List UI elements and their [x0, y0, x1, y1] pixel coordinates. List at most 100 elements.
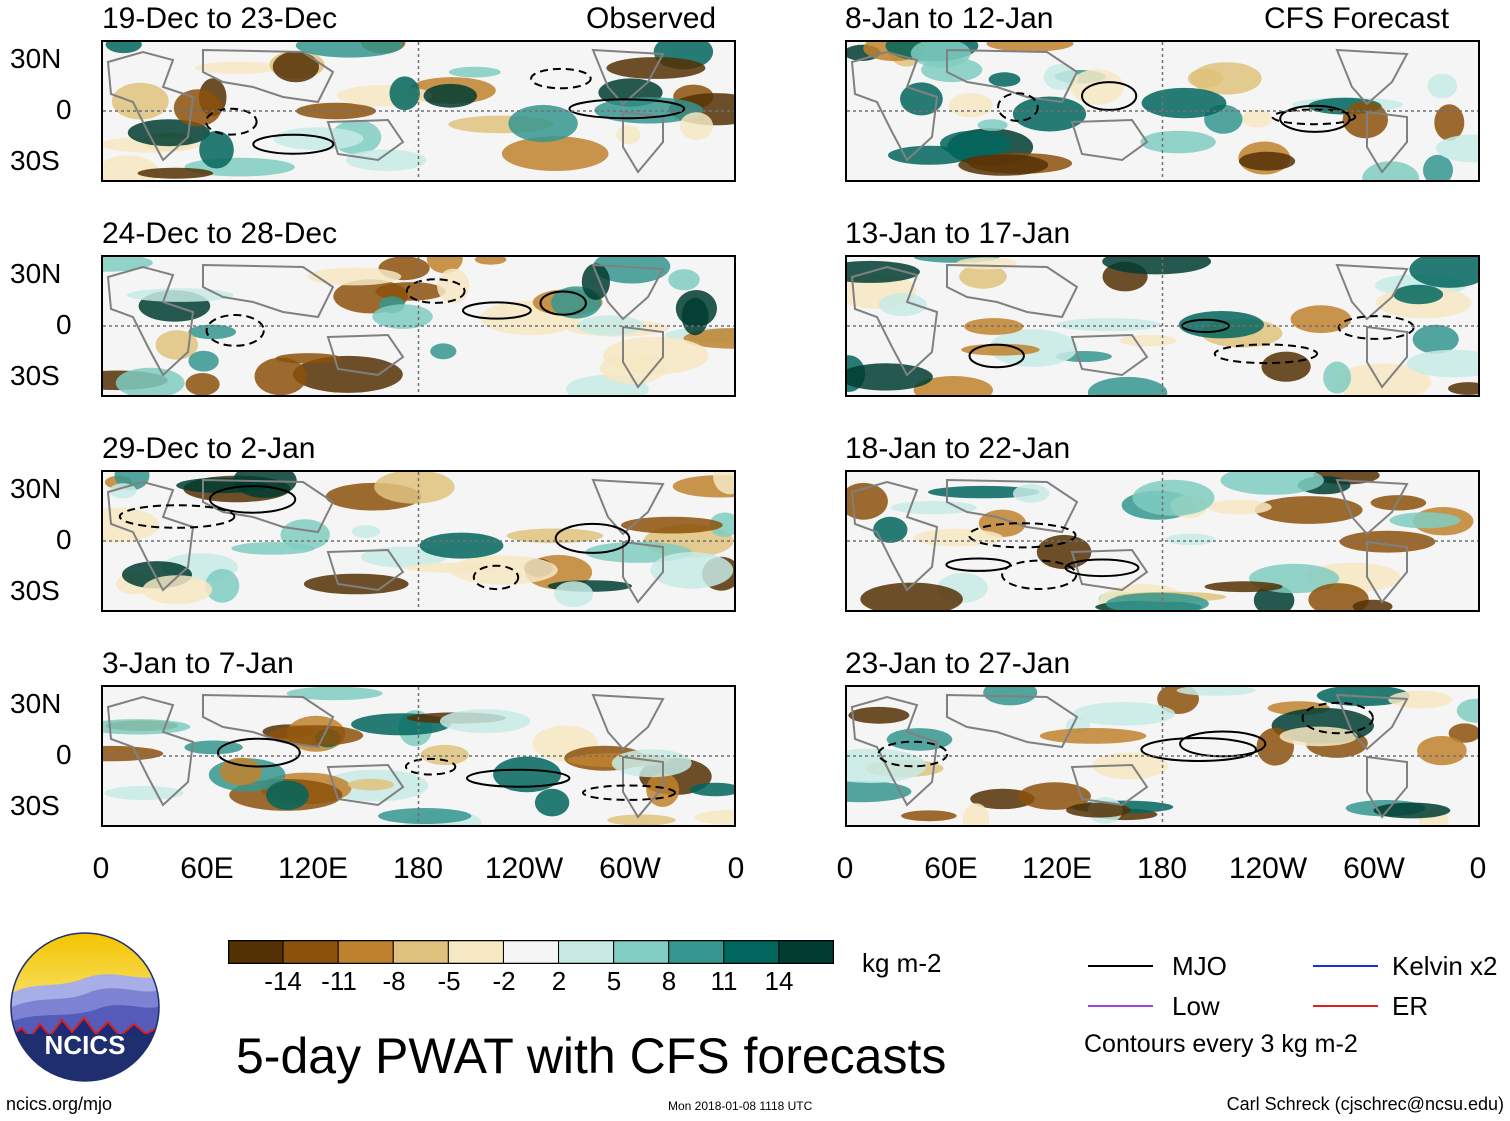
pwat-anomaly-patch: [1261, 351, 1311, 382]
pwat-anomaly-patch: [439, 709, 531, 734]
pwat-anomaly-patch: [185, 373, 220, 395]
mjo-contour: [568, 98, 686, 120]
pwat-anomaly-patch: [1187, 68, 1223, 89]
pwat-anomaly-patch: [1448, 723, 1478, 743]
colorbar-tick-10: 14: [764, 966, 794, 996]
pwat-anomaly-patch: [449, 555, 558, 585]
coastline: [106, 50, 195, 162]
pwat-anomaly-patch: [1254, 496, 1363, 524]
y-label-30n-4: 30N: [10, 688, 62, 719]
legend-label-mjo: MJO: [1172, 951, 1227, 981]
pwat-anomaly-patch: [962, 803, 990, 825]
pwat-anomaly-patch: [423, 83, 477, 108]
pwat-anomaly-patch: [293, 355, 403, 393]
pwat-anomaly-patch: [266, 780, 309, 810]
mjo-contour: [462, 301, 532, 320]
colorbar-tick-1: -14: [264, 966, 302, 996]
pwat-anomaly-patch: [419, 532, 504, 559]
pwat-anomaly-patch: [105, 42, 142, 54]
map-panel-right-3: [845, 470, 1480, 612]
pwat-anomaly-patch: [1409, 257, 1478, 288]
coastline: [106, 695, 195, 807]
panel-title-left-4: 3-Jan to 7-Jan: [102, 647, 294, 680]
y-label-30n-1: 30N: [10, 43, 62, 74]
pwat-anomaly-patch: [1176, 687, 1256, 696]
pwat-anomaly-patch: [554, 581, 594, 607]
pwat-anomaly-patch: [1417, 736, 1467, 766]
coastline: [946, 263, 1079, 319]
colorbar-tick-2: -11: [321, 966, 357, 996]
mjo-contour: [1301, 701, 1374, 735]
mjo-contour: [1081, 81, 1138, 111]
mjo-contour: [1140, 737, 1258, 762]
pwat-anomaly-patch: [650, 552, 734, 589]
coastline: [202, 48, 335, 104]
y-label-eq-4: 0: [56, 739, 72, 770]
pwat-anomaly-patch: [280, 519, 330, 551]
mjo-contour: [877, 740, 949, 768]
footer-author: Carl Schreck (cjschrec@ncsu.edu): [1226, 1094, 1504, 1114]
coastline: [591, 693, 665, 751]
pwat-anomaly-patch: [1406, 349, 1478, 378]
pwat-anomaly-patch: [986, 42, 1074, 52]
x-label-right-180: 180: [1136, 852, 1188, 885]
colorbar-swatch: [723, 939, 780, 965]
pwat-anomaly-patch: [347, 778, 394, 791]
pwat-anomaly-patch: [1448, 382, 1478, 395]
coastline: [202, 478, 335, 534]
legend-line-mjo: [1088, 965, 1153, 967]
pwat-anomaly-patch: [103, 507, 160, 543]
pwat-anomaly-patch: [958, 154, 1049, 176]
pwat-anomaly-patch: [621, 516, 723, 534]
x-label-right-60e: 60E: [924, 852, 978, 885]
panel-label-observed: Observed: [586, 2, 717, 35]
pwat-anomaly-patch: [888, 145, 971, 165]
pwat-anomaly-patch: [111, 82, 169, 120]
coastline: [622, 325, 664, 389]
pwat-anomaly-patch: [901, 810, 957, 822]
pwat-anomaly-patch: [199, 130, 234, 169]
pwat-anomaly-patch: [1279, 726, 1358, 747]
colorbar-swatch: [447, 939, 504, 965]
colorbar-swatch: [502, 939, 560, 965]
y-label-eq-3: 0: [56, 524, 72, 555]
coastline: [1070, 333, 1149, 377]
coastline: [850, 265, 939, 377]
mjo-contour: [405, 278, 466, 304]
coastline: [850, 695, 939, 807]
legend-label-kelvin: Kelvin x2: [1392, 951, 1498, 981]
coastline: [106, 480, 195, 592]
panel-label-cfs-forecast: CFS Forecast: [1264, 2, 1450, 35]
pwat-anomaly-patch: [860, 582, 963, 610]
pwat-anomaly-patch: [1373, 802, 1451, 819]
pwat-anomaly-patch: [115, 367, 185, 395]
colorbar-tick-4: -5: [437, 966, 461, 996]
pwat-anomaly-patch: [1207, 499, 1272, 515]
pwat-anomaly-patch: [375, 282, 446, 301]
coastline: [591, 48, 665, 106]
pwat-anomaly-patch: [448, 66, 501, 78]
legend-note: Contours every 3 kg m-2: [1084, 1030, 1358, 1058]
pwat-anomaly-patch: [389, 76, 420, 111]
pwat-anomaly-patch: [1220, 472, 1324, 495]
pwat-anomaly-patch: [1087, 376, 1168, 395]
colorbar-tick-9: 11: [710, 966, 738, 996]
colorbar: [227, 939, 835, 965]
footer-website[interactable]: ncics.org/mjo: [6, 1094, 113, 1114]
pwat-anomaly-patch: [1072, 702, 1176, 726]
pwat-anomaly-patch: [1456, 698, 1478, 723]
pwat-anomaly-patch: [1308, 583, 1369, 610]
pwat-anomaly-patch: [1043, 64, 1079, 90]
pwat-anomaly-patch: [1102, 257, 1211, 275]
pwat-anomaly-patch: [1132, 479, 1215, 516]
pwat-anomaly-patch: [137, 167, 214, 179]
pwat-anomaly-patch: [878, 293, 927, 317]
mjo-contour: [252, 133, 335, 155]
pwat-anomaly-patch: [188, 350, 219, 372]
y-label-30s-1: 30S: [10, 145, 60, 176]
pwat-anomaly-patch: [928, 485, 1040, 499]
ncics-logo[interactable]: NCICS: [10, 932, 160, 1082]
mjo-contour: [1271, 108, 1357, 126]
pwat-anomaly-patch: [493, 756, 562, 793]
pwat-anomaly-patch: [173, 89, 222, 127]
